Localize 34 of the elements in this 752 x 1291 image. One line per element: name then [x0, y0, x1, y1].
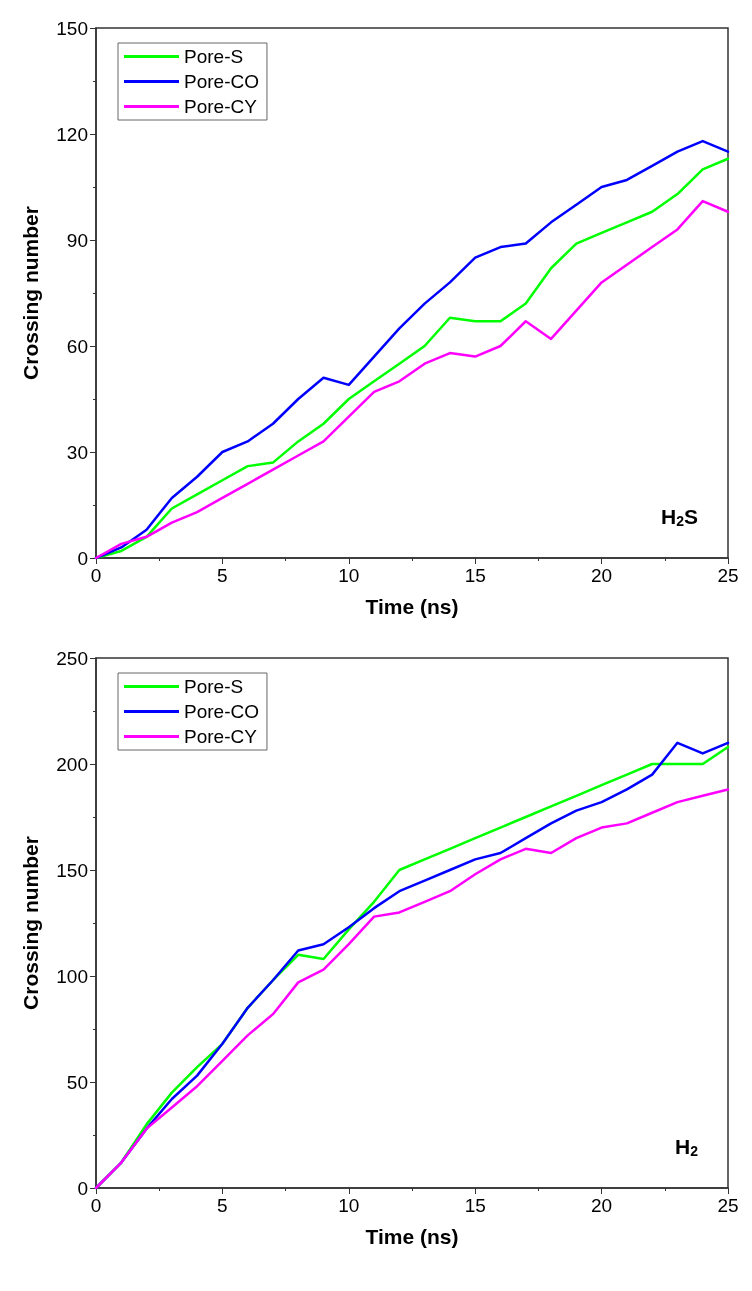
y-tick-label: 50 — [66, 1071, 88, 1093]
y-tick-label: 30 — [66, 441, 88, 463]
y-tick-label: 60 — [66, 335, 88, 357]
x-tick-label: 15 — [464, 1195, 486, 1216]
y-axis-title: Crossing number — [19, 206, 42, 380]
y-axis-title: Crossing number — [19, 836, 42, 1010]
y-tick-label: 150 — [56, 17, 88, 39]
x-tick-label: 10 — [338, 565, 360, 586]
legend-label: Pore-CO — [184, 701, 259, 722]
y-tick-label: 250 — [56, 647, 88, 669]
y-tick-label: 120 — [56, 123, 88, 145]
x-axis-title: Time (ns) — [365, 595, 459, 618]
x-tick-label: 0 — [90, 565, 102, 586]
y-tick-label: 150 — [56, 859, 88, 881]
y-tick-label: 0 — [77, 1177, 88, 1199]
x-tick-label: 20 — [591, 1195, 613, 1216]
x-tick-label: 20 — [591, 565, 613, 586]
legend-label: Pore-S — [184, 676, 244, 697]
y-tick-label: 0 — [77, 547, 88, 569]
y-tick-label: 200 — [56, 753, 88, 775]
x-axis-title: Time (ns) — [365, 1225, 459, 1248]
x-tick-label: 10 — [338, 1195, 360, 1216]
x-tick-label: 25 — [717, 565, 739, 586]
x-tick-label: 15 — [464, 565, 486, 586]
y-tick-label: 90 — [66, 229, 88, 251]
x-tick-label: 5 — [217, 1195, 228, 1216]
x-tick-label: 0 — [90, 1195, 102, 1216]
y-tick-label: 100 — [56, 965, 88, 987]
x-tick-label: 5 — [217, 565, 228, 586]
legend-label: Pore-S — [184, 46, 244, 67]
legend-label: Pore-CO — [184, 71, 259, 92]
legend-label: Pore-CY — [184, 96, 258, 117]
x-tick-label: 25 — [717, 1195, 739, 1216]
legend-label: Pore-CY — [184, 726, 258, 747]
